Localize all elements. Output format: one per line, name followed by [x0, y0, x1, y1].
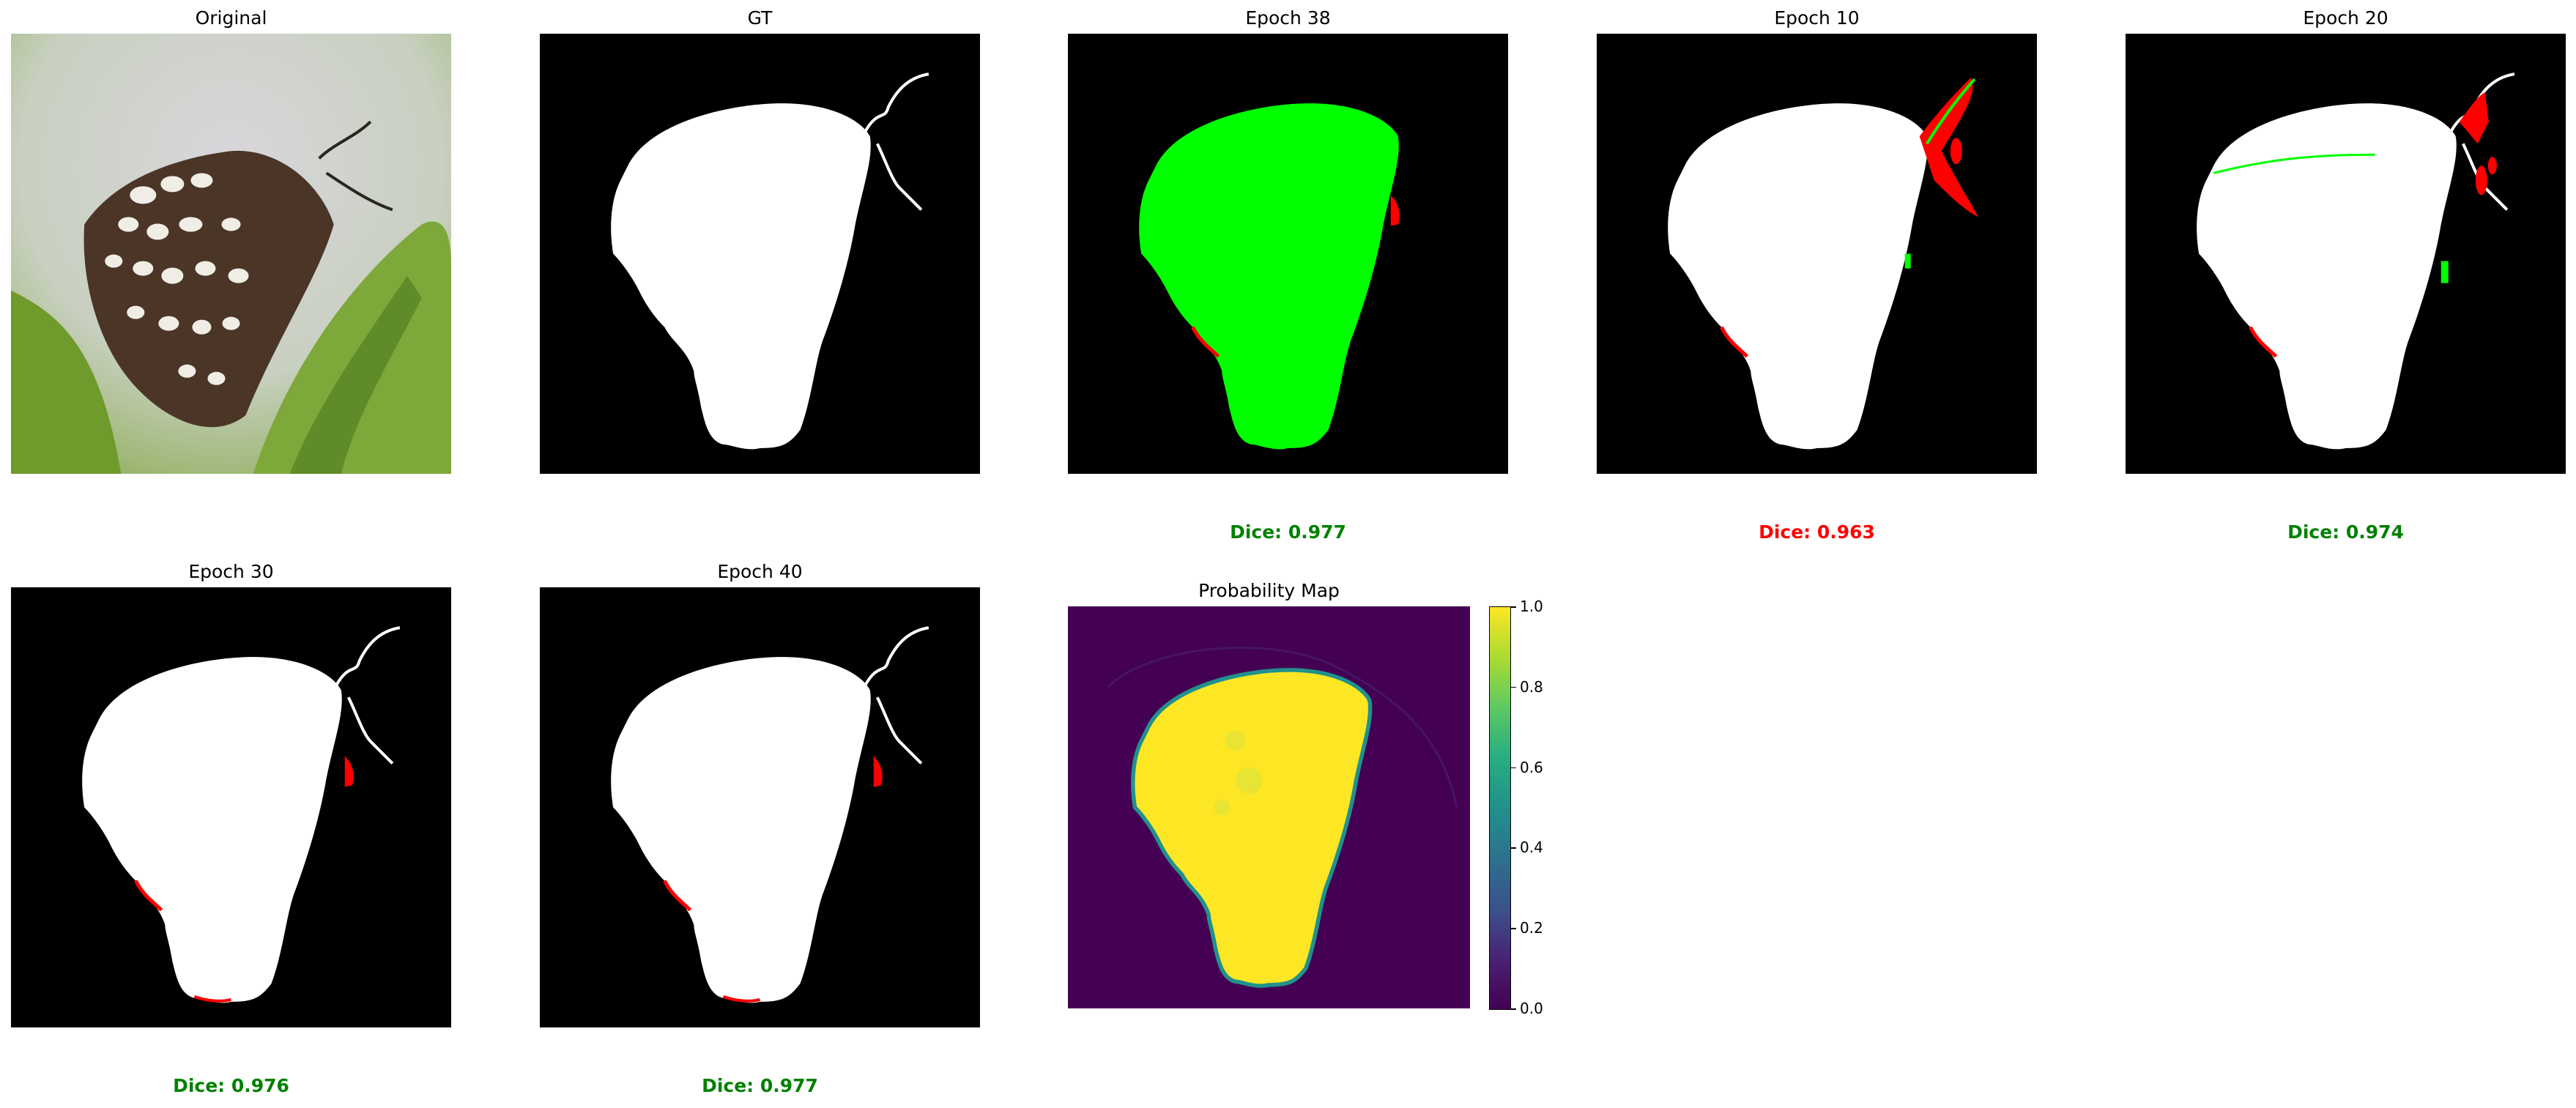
- colorbar-tick-label: 0.2: [1520, 919, 1543, 937]
- colorbar-tick-mark: [1511, 767, 1516, 769]
- colorbar-tick-label: 0.0: [1520, 1000, 1543, 1017]
- epoch20-overlay: [2126, 34, 2566, 474]
- colorbar-tick-mark: [1511, 847, 1516, 849]
- panel-title-epoch40: Epoch 40: [717, 561, 803, 582]
- panel-title-probmap: Probability Map: [1198, 580, 1340, 601]
- panel-title-epoch20: Epoch 20: [2303, 7, 2388, 29]
- panel-title-epoch10: Epoch 10: [1774, 7, 1860, 29]
- dice-score-epoch10: Dice: 0.963: [1759, 521, 1875, 543]
- panel-title-original: Original: [195, 7, 267, 29]
- epoch10-overlay: [1597, 34, 2037, 474]
- epoch40-overlay: [540, 587, 980, 1027]
- colorbar: [1489, 606, 1511, 1010]
- dice-score-epoch38: Dice: 0.977: [1230, 521, 1346, 543]
- probability-map: [1068, 606, 1470, 1008]
- gt-mask: [540, 34, 980, 474]
- panel-title-epoch38: Epoch 38: [1245, 7, 1331, 29]
- colorbar-tick-label: 0.4: [1520, 839, 1543, 857]
- epoch38-overlay: [1068, 34, 1508, 474]
- panel-title-gt: GT: [747, 7, 773, 29]
- colorbar-tick-mark: [1511, 1008, 1516, 1010]
- dice-score-epoch20: Dice: 0.974: [2287, 521, 2404, 543]
- dice-score-epoch30: Dice: 0.976: [173, 1075, 289, 1096]
- panel-title-epoch30: Epoch 30: [188, 561, 274, 582]
- colorbar-tick-mark: [1511, 928, 1516, 929]
- colorbar-tick-label: 1.0: [1520, 598, 1543, 615]
- colorbar-tick-label: 0.6: [1520, 758, 1543, 776]
- colorbar-tick-mark: [1511, 686, 1516, 688]
- colorbar-tick-label: 0.8: [1520, 677, 1543, 696]
- colorbar-tick-mark: [1511, 606, 1516, 608]
- epoch30-overlay: [11, 587, 451, 1027]
- original-photo: [11, 34, 451, 474]
- dice-score-epoch40: Dice: 0.977: [702, 1075, 818, 1096]
